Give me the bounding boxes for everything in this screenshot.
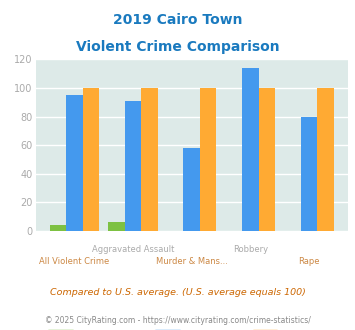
Bar [125, 101, 141, 231]
Bar [301, 116, 317, 231]
Text: Murder & Mans...: Murder & Mans... [156, 257, 228, 266]
Bar [83, 88, 99, 231]
Bar [258, 88, 275, 231]
Bar [242, 68, 258, 231]
Bar [317, 88, 334, 231]
Text: Aggravated Assault: Aggravated Assault [92, 245, 174, 254]
Bar [66, 95, 83, 231]
Text: Rape: Rape [298, 257, 320, 266]
Legend: Cairo Town, New York, National: Cairo Town, New York, National [44, 326, 340, 330]
Text: Robbery: Robbery [233, 245, 268, 254]
Text: © 2025 CityRating.com - https://www.cityrating.com/crime-statistics/: © 2025 CityRating.com - https://www.city… [45, 315, 310, 325]
Bar [108, 222, 125, 231]
Text: 2019 Cairo Town: 2019 Cairo Town [113, 13, 242, 27]
Bar [141, 88, 158, 231]
Text: Compared to U.S. average. (U.S. average equals 100): Compared to U.S. average. (U.S. average … [50, 287, 305, 297]
Text: All Violent Crime: All Violent Crime [39, 257, 109, 266]
Bar [50, 225, 66, 231]
Bar [184, 148, 200, 231]
Text: Violent Crime Comparison: Violent Crime Comparison [76, 40, 279, 53]
Bar [200, 88, 216, 231]
